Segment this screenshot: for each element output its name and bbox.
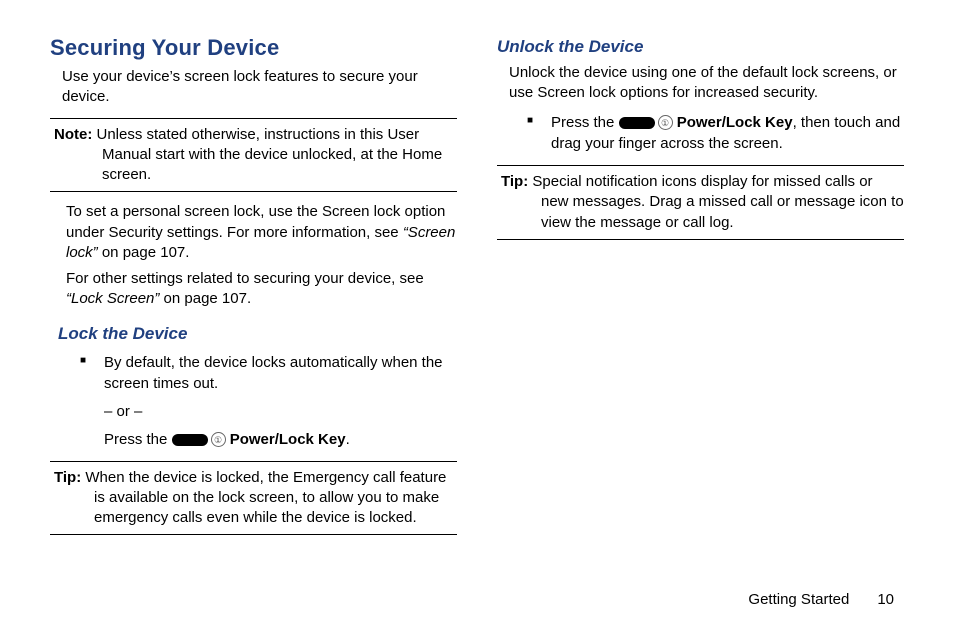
- para2-part-c: on page 107.: [159, 290, 251, 307]
- two-column-layout: Securing Your Device Use your device’s s…: [50, 35, 904, 545]
- lock-step-item: By default, the device locks automatical…: [80, 352, 457, 451]
- tip-box: Tip: Special notification icons display …: [497, 165, 904, 240]
- note-box: Note: Unless stated otherwise, instructi…: [50, 118, 457, 193]
- or-divider: – or –: [104, 401, 457, 423]
- power-key-label: Power/Lock Key: [673, 114, 793, 131]
- lock-device-subheading: Lock the Device: [58, 324, 457, 344]
- tip-paragraph: Tip: Special notification icons display …: [501, 172, 904, 233]
- lock-screen-xref: “Lock Screen”: [66, 290, 159, 307]
- note-paragraph: Note: Unless stated otherwise, instructi…: [54, 125, 457, 186]
- footer-section-name: Getting Started: [748, 591, 849, 608]
- left-column: Securing Your Device Use your device’s s…: [50, 35, 457, 545]
- footer-page-number: 10: [877, 591, 894, 608]
- lock-screen-paragraph: For other settings related to securing y…: [66, 269, 457, 310]
- manual-page: Securing Your Device Use your device’s s…: [0, 0, 954, 636]
- press-power-line: Press the ① Power/Lock Key.: [104, 429, 457, 451]
- unlock-intro-text: Unlock the device using one of the defau…: [509, 63, 904, 104]
- right-column: Unlock the Device Unlock the device usin…: [497, 35, 904, 545]
- unlock-step-item: Press the ① Power/Lock Key, then touch a…: [527, 112, 904, 156]
- power-key-label: Power/Lock Key: [226, 431, 346, 448]
- note-label: Note:: [54, 126, 92, 143]
- tip-label: Tip:: [54, 469, 81, 486]
- tip-text: When the device is locked, the Emergency…: [81, 469, 446, 527]
- unlock-steps-list: Press the ① Power/Lock Key, then touch a…: [527, 112, 904, 156]
- tip-text: Special notification icons display for m…: [528, 173, 903, 231]
- press-pre: Press the: [104, 431, 172, 448]
- power-key-icon: ①: [172, 429, 226, 451]
- note-text: Unless stated otherwise, instructions in…: [92, 126, 442, 184]
- lock-steps-list: By default, the device locks automatical…: [80, 352, 457, 451]
- power-key-icon: ①: [619, 112, 673, 134]
- tip-box: Tip: When the device is locked, the Emer…: [50, 461, 457, 536]
- page-footer: Getting Started 10: [748, 591, 894, 608]
- tip-label: Tip:: [501, 173, 528, 190]
- para1-part-a: To set a personal screen lock, use the S…: [66, 203, 445, 240]
- para2-part-a: For other settings related to securing y…: [66, 270, 424, 287]
- unlock-device-subheading: Unlock the Device: [497, 37, 904, 57]
- para1-part-c: on page 107.: [98, 244, 190, 261]
- section-heading: Securing Your Device: [50, 35, 457, 61]
- lock-default-text: By default, the device locks automatical…: [104, 354, 443, 393]
- screen-lock-paragraph: To set a personal screen lock, use the S…: [66, 202, 457, 263]
- intro-text: Use your device’s screen lock features t…: [62, 67, 457, 108]
- tip-paragraph: Tip: When the device is locked, the Emer…: [54, 468, 457, 529]
- unlock-press-pre: Press the: [551, 114, 619, 131]
- press-post: .: [346, 431, 350, 448]
